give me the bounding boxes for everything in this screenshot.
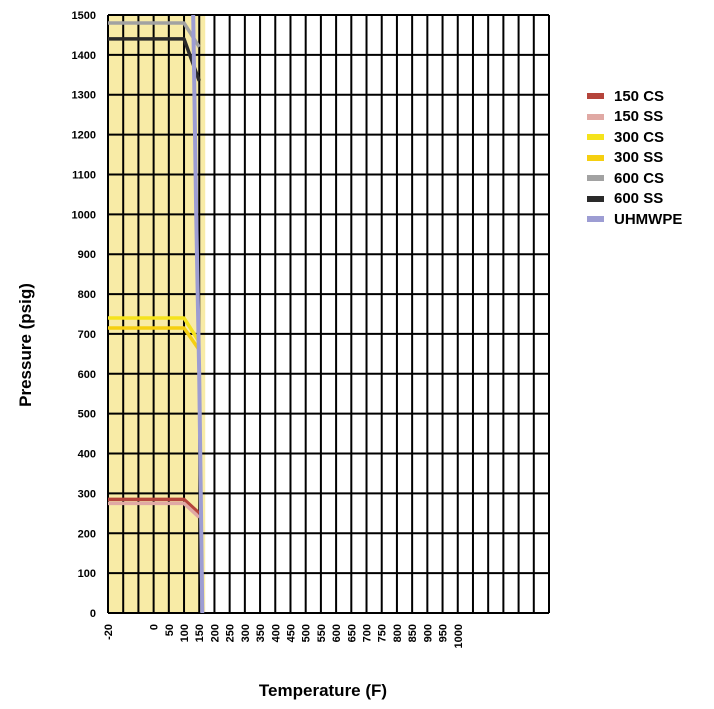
x-tick-label: -20 <box>103 624 115 640</box>
x-tick-label: 450 <box>285 624 297 642</box>
y-tick-label: 700 <box>78 329 96 341</box>
y-tick-label: 500 <box>78 409 96 421</box>
x-tick-label: 500 <box>301 624 313 642</box>
legend-item: 300 SS <box>587 148 682 169</box>
x-tick-label: 150 <box>194 624 206 642</box>
y-tick-label: 0 <box>90 608 96 620</box>
legend-swatch <box>587 154 604 161</box>
x-tick-label: 950 <box>438 624 450 642</box>
y-tick-label: 800 <box>78 289 96 301</box>
x-tick-label: 650 <box>346 624 358 642</box>
legend-label: 600 SS <box>614 190 664 208</box>
y-tick-label: 1300 <box>72 90 96 102</box>
x-tick-label: 400 <box>270 624 282 642</box>
grid <box>107 14 550 614</box>
x-tick-label: 50 <box>164 624 176 636</box>
series-line-300-ss <box>108 326 201 351</box>
y-tick-label: 400 <box>78 449 96 461</box>
legend-label: 300 SS <box>614 149 664 167</box>
x-tick-label: 700 <box>362 624 374 642</box>
legend-swatch <box>587 113 604 120</box>
x-tick-label: 550 <box>316 624 328 642</box>
series-line-uhmwpe <box>191 14 205 614</box>
y-tick-label: 1200 <box>72 130 96 142</box>
legend-item: 600 SS <box>587 189 682 210</box>
y-tick-label: 1000 <box>72 209 96 221</box>
series-line-150-cs <box>108 497 201 515</box>
legend-item: 600 CS <box>587 168 682 189</box>
legend: 150 CS 150 SS 300 CS 300 SS 600 CS 600 SS UHMW… <box>587 86 682 230</box>
legend-item: UHMWPE <box>587 209 682 230</box>
y-tick-label: 1500 <box>72 10 96 22</box>
legend-item: 300 CS <box>587 127 682 148</box>
y-tick-label: 900 <box>78 249 96 261</box>
x-tick-label: 900 <box>422 624 434 642</box>
series-line-300-cs <box>108 316 201 343</box>
legend-swatch <box>587 195 604 202</box>
x-tick-label: 350 <box>255 624 267 642</box>
y-tick-label: 1100 <box>72 169 96 181</box>
legend-swatch <box>587 175 604 182</box>
x-axis-title: Temperature (F) <box>259 681 387 700</box>
y-tick-label: 200 <box>78 528 96 540</box>
legend-label: 300 CS <box>614 128 665 146</box>
legend-label: 150 SS <box>614 108 664 126</box>
x-tick-labels: -20 0 50 100 150 200 250 300 350 400 450 500 550 600 6… <box>103 624 465 648</box>
x-tick-label: 200 <box>209 624 221 642</box>
x-tick-label: 1000 <box>453 624 465 648</box>
y-tick-label: 600 <box>78 369 96 381</box>
legend-item: 150 CS <box>587 86 682 107</box>
x-tick-label: 250 <box>225 624 237 642</box>
x-tick-label: 600 <box>331 624 343 642</box>
y-tick-label: 1400 <box>72 50 96 62</box>
legend-label: 600 CS <box>614 169 665 187</box>
legend-label: 150 CS <box>614 87 665 105</box>
x-tick-label: 300 <box>240 624 252 642</box>
series-line-150-ss <box>108 501 201 519</box>
y-tick-labels: 0 100 200 300 400 500 600 700 800 900 1000 1100 1200… <box>72 10 96 620</box>
x-tick-label: 100 <box>179 624 191 642</box>
x-tick-label: 0 <box>149 624 161 630</box>
x-tick-label: 750 <box>377 624 389 642</box>
legend-swatch <box>587 93 604 100</box>
legend-swatch <box>587 216 604 223</box>
legend-label: UHMWPE <box>614 210 683 228</box>
series-lines <box>108 14 205 614</box>
y-tick-label: 100 <box>78 568 96 580</box>
x-tick-label: 800 <box>392 624 404 642</box>
x-tick-label: 850 <box>407 624 419 642</box>
y-tick-label: 300 <box>78 488 96 500</box>
y-axis-title: Pressure (psig) <box>16 283 35 407</box>
legend-swatch <box>587 134 604 141</box>
legend-item: 150 SS <box>587 107 682 128</box>
